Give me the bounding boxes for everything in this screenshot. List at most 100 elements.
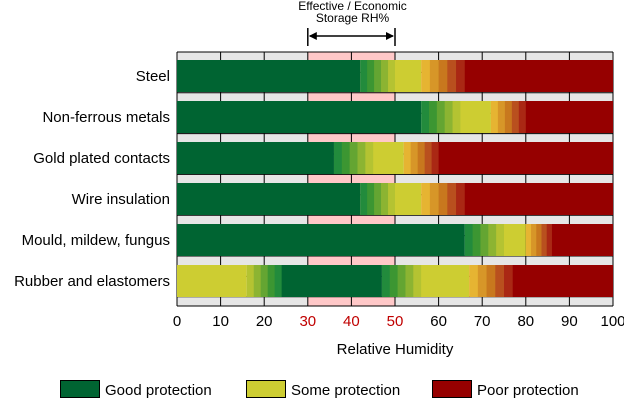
bar-segment	[374, 183, 382, 215]
bar-segment	[464, 60, 613, 92]
x-tick-label: 10	[212, 313, 229, 330]
bar-segment	[438, 183, 448, 215]
bar-segment	[395, 183, 422, 215]
bar-segment	[381, 60, 389, 92]
bar-segment	[253, 265, 262, 297]
legend-label-good: Good protection	[105, 382, 212, 399]
bar-segment	[374, 60, 382, 92]
bar-segment	[421, 265, 470, 297]
bar-segment	[429, 101, 438, 133]
bar-segment	[395, 60, 422, 92]
category-label: Steel	[136, 68, 170, 85]
bar-segment	[360, 60, 368, 92]
category-label: Rubber and elastomers	[14, 273, 170, 290]
legend: Good protection Some protection Poor pro…	[0, 378, 624, 402]
legend-swatch-good	[60, 380, 100, 398]
bar-segment	[267, 265, 276, 297]
bar-segment	[469, 265, 479, 297]
x-tick-label: 50	[387, 313, 404, 330]
bar-segment	[260, 265, 269, 297]
bar-segment	[389, 265, 399, 297]
category-label: Gold plated contacts	[33, 150, 170, 167]
bar-segment	[388, 183, 396, 215]
storage-rh-annotation: Effective / Economic Storage RH%	[270, 0, 435, 24]
bar-segment	[452, 101, 461, 133]
x-tick-label: 20	[256, 313, 273, 330]
bar-segment	[444, 101, 454, 133]
bar-segment	[438, 60, 448, 92]
annotation-line-2: Storage RH%	[315, 11, 390, 25]
bar-segment	[477, 265, 488, 297]
x-axis-label: Relative Humidity	[337, 341, 454, 358]
bar-segment	[388, 60, 396, 92]
rh-protection-chart: Steel Non-ferrous metals Gold plated conta…	[14, 28, 624, 358]
bar-segment	[357, 142, 366, 174]
bar-segment	[421, 101, 430, 133]
bar-segment	[274, 265, 283, 297]
x-tick-label: 0	[173, 313, 181, 330]
x-tick-label: 60	[430, 313, 447, 330]
bar-segment	[341, 142, 351, 174]
bar-segment	[436, 101, 446, 133]
bar-segment	[460, 101, 491, 133]
bar-segment	[373, 142, 404, 174]
bar-segment	[177, 183, 361, 215]
bar-segment	[381, 183, 389, 215]
bar-segment	[541, 224, 548, 256]
x-tick-label: 30	[299, 313, 316, 330]
legend-swatch-some	[246, 380, 286, 398]
bar-segment	[246, 265, 255, 297]
bar-segment	[431, 142, 440, 174]
bar-segment	[177, 60, 361, 92]
bar-segment	[525, 101, 613, 133]
category-label: Mould, mildew, fungus	[22, 232, 170, 249]
bar-segment	[429, 183, 440, 215]
bar-segment	[360, 183, 368, 215]
bar-segment	[177, 265, 247, 297]
bar-segment	[421, 183, 431, 215]
bar-segment	[472, 224, 481, 256]
legend-label-some: Some protection	[291, 382, 401, 399]
bar-segment	[349, 142, 359, 174]
bar-segment	[447, 60, 457, 92]
bar-segment	[464, 224, 474, 256]
bar-segment	[177, 142, 334, 174]
legend-swatch-poor	[432, 380, 472, 398]
bar-segment	[497, 101, 506, 133]
bar-segment	[367, 60, 375, 92]
bar-segment	[536, 224, 542, 256]
bar-segment	[365, 142, 374, 174]
category-label: Wire insulation	[72, 191, 170, 208]
bar-segment	[438, 142, 613, 174]
bar-segment	[531, 224, 537, 256]
bar-segment	[504, 101, 513, 133]
annotation-line-1: Effective / Economic	[298, 0, 407, 13]
bar-segment	[456, 60, 466, 92]
bar-segment	[495, 265, 505, 297]
bar-segment	[490, 101, 499, 133]
bar-segment	[403, 142, 412, 174]
bar-segment	[456, 183, 466, 215]
x-tick-label: 40	[343, 313, 360, 330]
bar-segment	[525, 224, 532, 256]
bar-segment	[518, 101, 527, 133]
annotation-arrow-head-right	[386, 32, 394, 40]
bar-segment	[424, 142, 433, 174]
bar-segment	[177, 101, 422, 133]
bar-segment	[480, 224, 489, 256]
annotation-arrow-head-left	[308, 32, 317, 40]
x-tick-label: 90	[561, 313, 578, 330]
bar-segment	[333, 142, 343, 174]
bar-segment	[405, 265, 414, 297]
bar-segment	[413, 265, 422, 297]
bar-segment	[464, 183, 613, 215]
x-tick-label: 100	[600, 313, 624, 330]
bar-segment	[496, 224, 505, 256]
bar-segment	[504, 224, 526, 256]
bar-segment	[281, 265, 382, 297]
bar-segment	[512, 265, 613, 297]
bar-segment	[367, 183, 375, 215]
bar-segment	[551, 224, 613, 256]
bar-segment	[511, 101, 520, 133]
bar-segment	[381, 265, 391, 297]
